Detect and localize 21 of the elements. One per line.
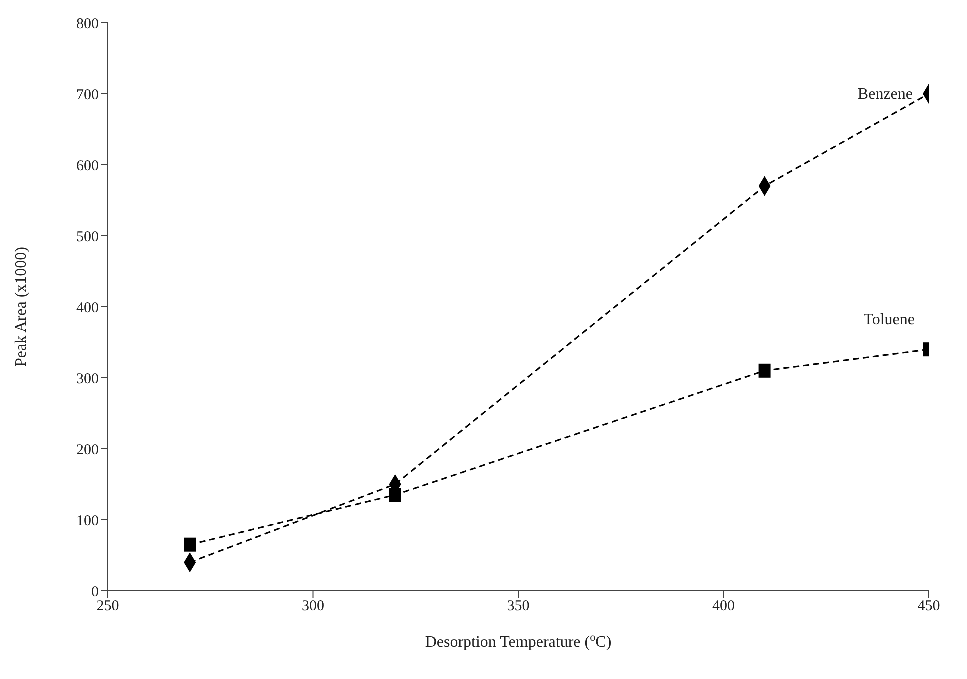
x-tick-label: 300 <box>302 598 324 615</box>
series-label: Benzene <box>858 86 913 103</box>
y-tick-label: 0 <box>92 584 99 600</box>
x-tick-label: 400 <box>712 598 735 615</box>
point <box>389 488 402 502</box>
y-tick-label: 100 <box>76 513 99 530</box>
series-label: Toluene <box>864 312 915 329</box>
y-tick-label: 200 <box>76 442 99 458</box>
y-tick-label: 300 <box>76 371 99 388</box>
y-tick-label: 600 <box>76 158 99 174</box>
x-tick-label: 350 <box>507 598 530 615</box>
point <box>184 538 196 552</box>
x-tick-label: 250 <box>96 598 120 615</box>
y-tick-label: 400 <box>76 300 99 316</box>
point <box>758 364 771 378</box>
y-tick-label: 800 <box>76 16 99 32</box>
y-tick-label: 700 <box>76 87 99 104</box>
y-tick-label: 500 <box>76 229 99 246</box>
x-tick-label: 450 <box>918 598 940 615</box>
x-axis-title: Desorption Temperature ($^{o}$C) <box>425 632 612 651</box>
y-axis-title: Peak Area (x1000) <box>13 247 30 367</box>
